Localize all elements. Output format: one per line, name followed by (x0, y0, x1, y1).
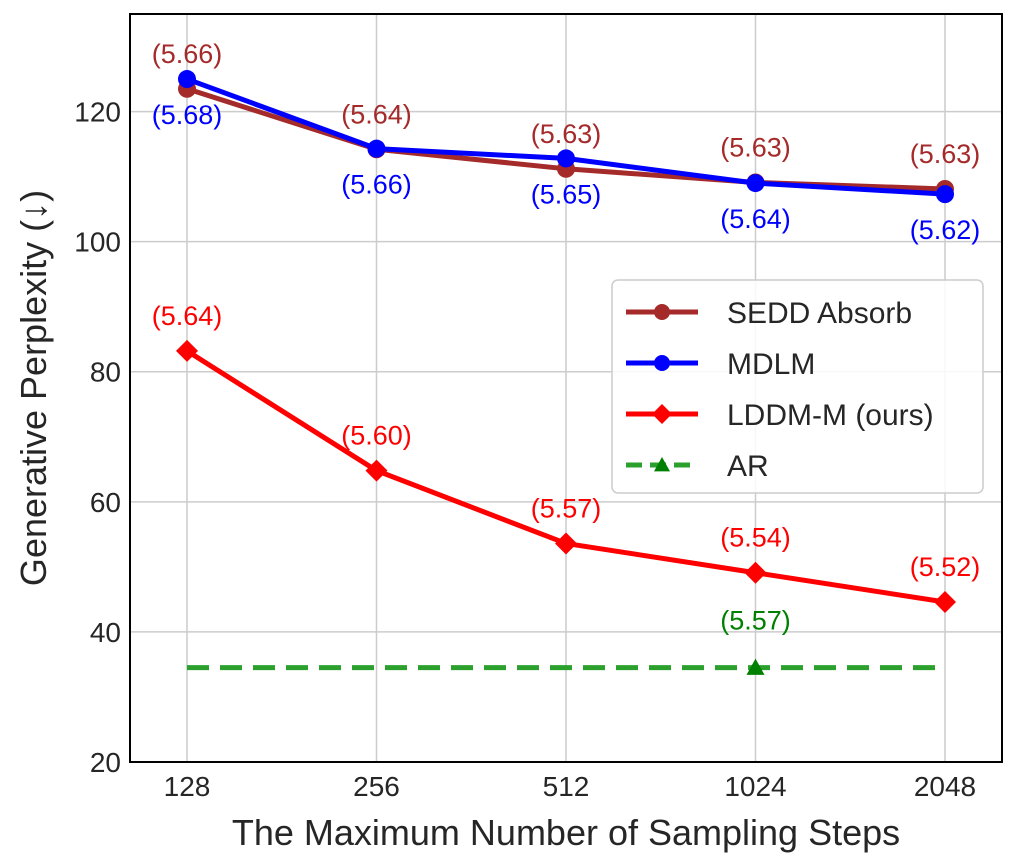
mdlm-point (936, 185, 954, 204)
data-labels: (5.66) (5.64) (5.63) (5.63) (5.63) (5.68) (5.6… (152, 39, 981, 636)
y-tick-label: 100 (74, 227, 121, 258)
legend-label-ar: AR (727, 450, 769, 483)
mdlm-data-label: (5.64) (720, 204, 791, 234)
lddm-m-ours-point (555, 532, 577, 555)
mdlm-data-label: (5.62) (910, 215, 981, 245)
x-axis-title: The Maximum Number of Sampling Steps (232, 812, 900, 853)
legend-marker-sedd-absorb (654, 304, 670, 320)
y-tick-label: 120 (74, 97, 121, 128)
mdlm-point (178, 70, 196, 89)
x-tick-label: 1024 (724, 771, 786, 802)
lddm-m-ours-point (744, 561, 767, 584)
x-tick-label: 256 (353, 771, 400, 802)
sedd-absorb-data-label: (5.63) (720, 132, 791, 162)
mdlm-point (367, 139, 386, 158)
lddm-m-ours-point (934, 590, 956, 613)
legend-frame (611, 279, 984, 494)
legend-label-lddm-m-ours: LDDM-M (ours) (727, 399, 934, 432)
series-lines (176, 70, 956, 613)
legend-label-sedd-absorb: SEDD Absorb (727, 297, 912, 330)
sedd-absorb-data-label: (5.63) (531, 119, 602, 149)
mdlm-point (557, 149, 575, 168)
lddm-m-ours-data-label: (5.60) (341, 421, 412, 451)
ar-point (746, 658, 765, 675)
lddm-m-ours-data-label: (5.57) (531, 493, 602, 523)
y-tick-label: 80 (90, 357, 121, 388)
y-tick-label: 60 (90, 487, 121, 518)
axis-ticks: 128 256 512 1024 2048 20 40 60 80 100 120 (74, 97, 976, 802)
y-tick-label: 40 (90, 617, 121, 648)
x-tick-label: 2048 (914, 771, 976, 802)
legend-marker-ar (654, 457, 670, 472)
mdlm-data-label: (5.68) (152, 100, 223, 130)
y-tick-label: 20 (90, 747, 121, 778)
ar-data-label: (5.57) (720, 606, 791, 636)
legend-label-mdlm: MDLM (727, 348, 815, 381)
lddm-m-ours-data-label: (5.52) (910, 552, 981, 582)
ar-series (187, 658, 945, 675)
lddm-m-ours-point (176, 339, 198, 362)
y-axis-title: Generative Perplexity (↓) (13, 190, 54, 586)
legend-marker-mdlm (654, 355, 670, 371)
x-tick-label: 128 (164, 771, 211, 802)
mdlm-data-label: (5.66) (341, 170, 412, 200)
sedd-absorb-data-label: (5.64) (341, 99, 412, 129)
lddm-m-ours-point (365, 459, 388, 482)
plot-frame (129, 13, 1003, 763)
x-tick-label: 512 (543, 771, 590, 802)
mdlm-point (746, 174, 765, 193)
legend: SEDD Absorb MDLM LDDM-M (ours) AR (611, 279, 984, 494)
sedd-absorb-data-label: (5.66) (152, 39, 223, 69)
mdlm-data-label: (5.65) (531, 179, 602, 209)
legend-marker-lddm-m-ours (652, 404, 672, 424)
sedd-absorb-data-label: (5.63) (910, 139, 981, 169)
lddm-m-ours-data-label: (5.64) (152, 301, 223, 331)
lddm-m-ours-data-label: (5.54) (720, 523, 791, 553)
